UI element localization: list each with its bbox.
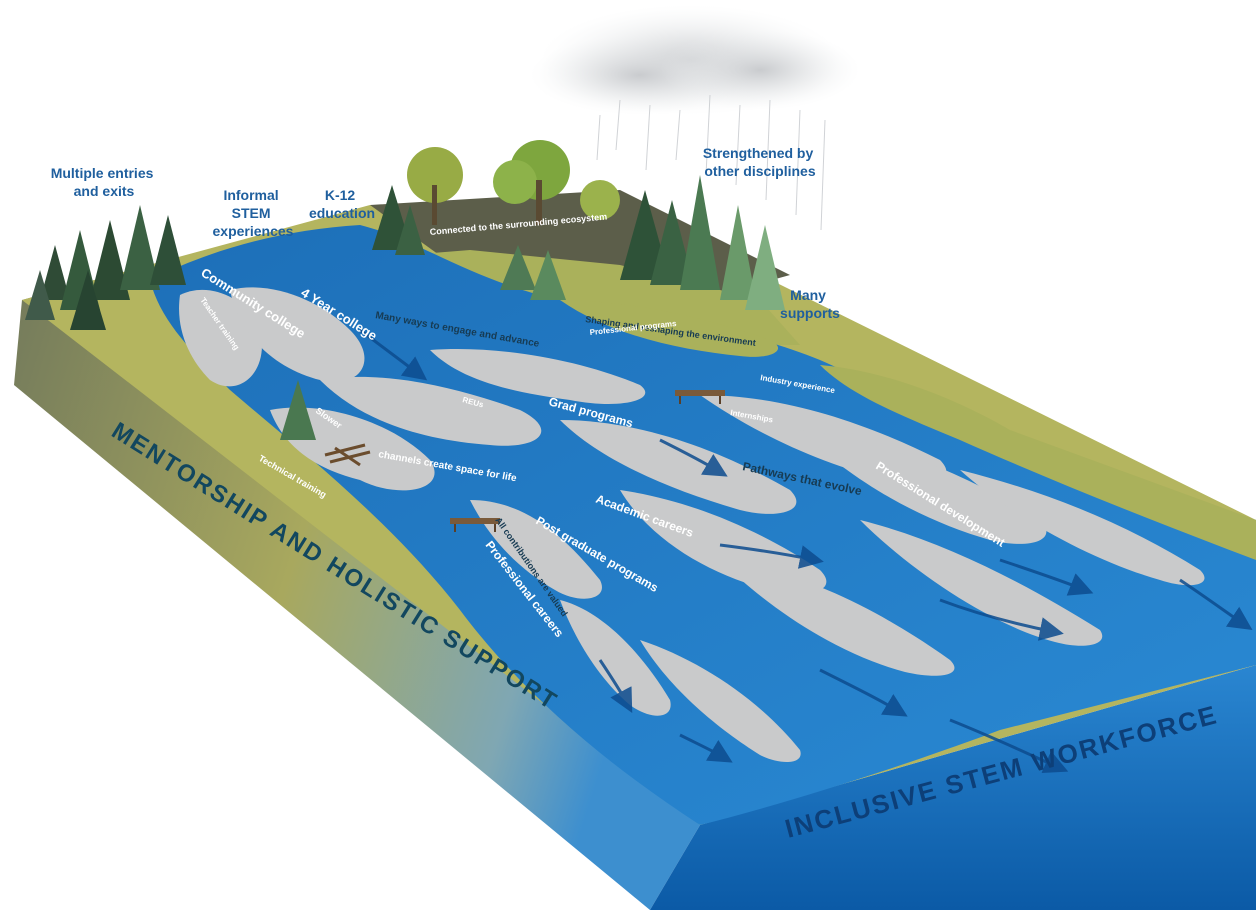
log-jam: [324, 443, 371, 467]
callout-strengthened: Strengthened by other disciplines: [703, 145, 817, 179]
rain-cloud: [530, 5, 860, 231]
callout-multiple-entries: Multiple entries and exits: [51, 165, 158, 199]
bridge-lower: [450, 518, 500, 532]
callout-k12: K-12 education: [309, 187, 375, 221]
grass-islands: [560, 300, 1256, 560]
front-face: [650, 665, 1256, 910]
sand-bars: [179, 287, 1205, 762]
forest-right: [407, 140, 785, 310]
callout-informal-stem: Informal STEM experiences: [213, 187, 294, 239]
callout-many-supports: Many supports: [780, 287, 840, 321]
forest-left: [25, 205, 186, 330]
bridge-upper: [675, 390, 725, 404]
forest-center: [280, 185, 566, 440]
flow-arrows: [359, 328, 1253, 774]
